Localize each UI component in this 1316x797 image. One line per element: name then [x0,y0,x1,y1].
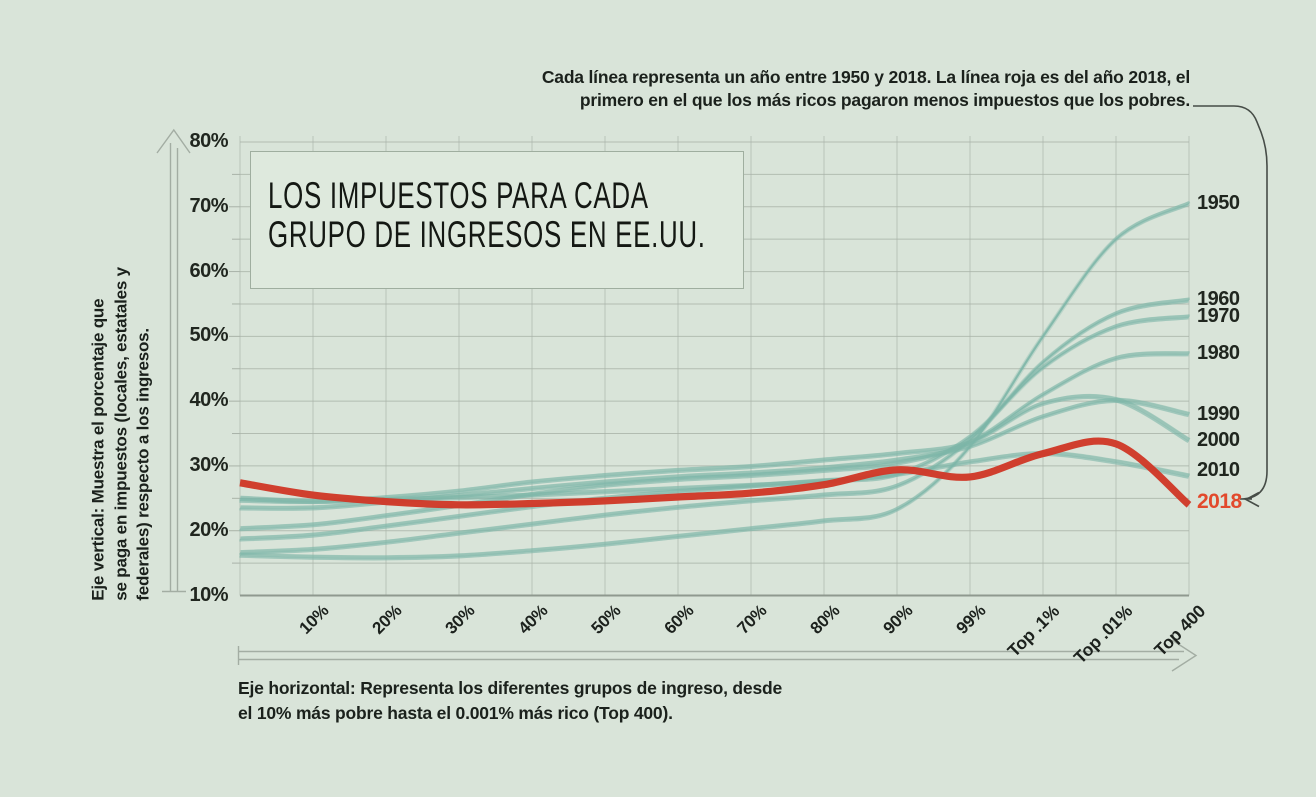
line-1970 [239,316,1190,540]
x-axis-caption: Eje horizontal: Representa los diferente… [238,676,878,726]
annotation-connector [1193,105,1268,508]
y-axis-caption: Eje vertical: Muestra el porcentaje que … [87,249,155,601]
year-label-1960: 1960 [1197,288,1240,311]
chart-title-line2: GRUPO DE INGRESOS EN EE.UU. [268,214,706,255]
line-2018 [239,437,1192,509]
y-axis-caption-line2: se paga en impuestos (locales, estatales… [110,267,130,601]
top-annotation-line2: primero en el que los más ricos pagaron … [579,90,1190,110]
y-tick-label: 10% [189,583,228,606]
x-axis-caption-line1: Eje horizontal: Representa los diferente… [238,678,783,698]
y-tick-label: 60% [189,259,228,282]
line-1970 [239,317,1189,542]
connector-arrowhead-icon [1244,491,1260,508]
series-lines [239,200,1192,561]
y-tick-label: 50% [189,324,228,347]
y-tick-label: 40% [189,389,228,412]
y-tick-label: 20% [189,518,228,541]
y-axis-caption-line1: Eje vertical: Muestra el porcentaje que [88,298,108,601]
chart-title-line1: LOS IMPUESTOS PARA CADA [268,175,649,216]
year-label-2000: 2000 [1197,428,1240,451]
year-label-1950: 1950 [1197,191,1240,214]
year-label-2018: 2018 [1197,489,1242,513]
y-tick-label: 80% [189,130,228,152]
x-axis-caption-line2: el 10% más pobre hasta el 0.001% más ric… [238,703,673,723]
top-annotation: Cada línea representa un año entre 1950 … [430,66,1190,112]
year-label-1980: 1980 [1197,341,1240,364]
chart-title: LOS IMPUESTOS PARA CADA GRUPO DE INGRESO… [268,176,706,254]
line-2000 [240,393,1191,502]
y-axis-arrowhead-icon [156,128,191,154]
year-label-1990: 1990 [1197,402,1240,425]
y-axis-caption-line3: federales) respecto a los ingresos. [133,328,153,601]
line-1980 [240,351,1190,529]
axis-arrows [156,128,1198,672]
chart-title-box: LOS IMPUESTOS PARA CADA GRUPO DE INGRESO… [250,151,744,289]
line-1980 [239,353,1190,530]
line-1950 [239,203,1190,559]
year-label-2010: 2010 [1197,459,1240,482]
y-tick-label: 30% [189,453,228,476]
year-label-1970: 1970 [1197,304,1240,327]
top-annotation-line1: Cada línea representa un año entre 1950 … [541,67,1190,87]
x-axis-arrowhead-icon [1171,639,1198,672]
line-1960 [239,299,1190,554]
y-tick-label: 70% [189,194,228,217]
line-1960 [240,297,1191,553]
